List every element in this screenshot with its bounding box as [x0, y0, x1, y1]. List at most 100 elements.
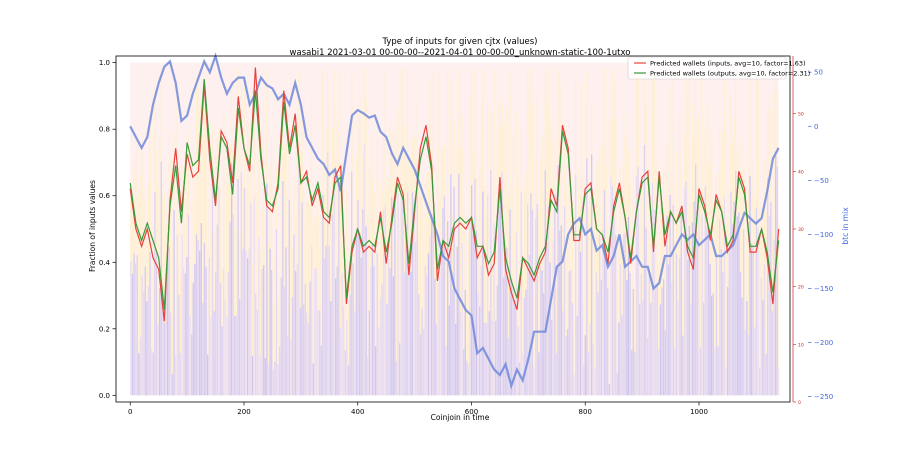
background-bar-yellow: [464, 212, 466, 291]
background-bar-blue: [544, 170, 546, 396]
y-tick-label: 0.0: [99, 392, 110, 400]
background-bar-blue: [167, 252, 169, 396]
background-bar-blue: [168, 247, 170, 396]
background-bar-blue: [458, 173, 460, 396]
background-bar-blue: [576, 315, 578, 396]
background-bar-blue: [423, 329, 425, 396]
background-bar-blue: [149, 251, 151, 396]
background-bar-yellow: [776, 93, 778, 167]
background-bar-yellow: [594, 212, 596, 369]
background-bar-yellow: [576, 231, 578, 316]
background-bar-yellow: [642, 183, 644, 300]
background-bar-yellow: [323, 193, 326, 259]
background-bar-blue: [610, 177, 612, 396]
background-bar-yellow: [487, 102, 489, 195]
background-bar-blue: [693, 201, 695, 396]
background-bar-yellow: [730, 94, 732, 192]
background-bar-blue: [381, 284, 383, 396]
background-bar-blue: [432, 216, 434, 396]
background-bar-yellow: [586, 69, 588, 159]
plot-frame: [115, 55, 791, 403]
background-bar-blue: [503, 277, 505, 396]
background-bar-blue: [488, 311, 490, 396]
background-bar-blue: [322, 194, 324, 396]
background-bar-yellow: [530, 69, 532, 194]
background-bar-yellow: [445, 216, 447, 347]
background-bar-yellow: [251, 265, 254, 356]
background-bar-yellow: [333, 69, 335, 172]
background-bar-blue: [605, 259, 607, 396]
background-bar-blue: [237, 179, 239, 396]
background-bar-blue: [679, 257, 681, 396]
background-bar-yellow: [469, 95, 471, 224]
background-bar-yellow: [669, 88, 671, 196]
background-bar-blue: [456, 246, 458, 396]
background-bar-yellow: [259, 252, 262, 357]
background-bar-yellow: [661, 220, 663, 288]
background-bar-yellow: [248, 147, 250, 249]
background-bar-yellow: [501, 105, 503, 173]
background-bar-blue: [554, 194, 556, 396]
background-bar-blue: [736, 216, 738, 396]
background-bar-blue: [607, 288, 609, 396]
background-bar-blue: [351, 171, 353, 396]
background-bar-blue: [522, 354, 524, 396]
background-bar-blue: [733, 201, 735, 396]
background-bar-yellow: [242, 184, 244, 250]
background-bar-yellow: [184, 222, 186, 274]
background-bar-yellow: [727, 153, 729, 287]
background-bar-yellow: [207, 250, 209, 355]
background-bar-blue: [405, 224, 407, 396]
chart-subtitle: wasabi1 2021-03-01 00-00-00--2021-04-01 …: [290, 48, 631, 58]
background-bar-yellow: [597, 160, 599, 293]
background-bar-blue: [608, 384, 610, 396]
background-bar-blue: [591, 154, 593, 396]
background-bar-yellow: [440, 147, 442, 258]
background-bar-blue: [362, 209, 364, 396]
background-bar-blue: [485, 323, 487, 396]
background-bar-blue: [717, 346, 719, 396]
background-bar-blue: [403, 272, 406, 396]
background-bar-blue: [263, 264, 265, 396]
background-bar-yellow: [162, 198, 164, 286]
background-bar-yellow: [387, 179, 390, 249]
background-bar-blue: [349, 294, 351, 396]
background-bar-blue: [223, 268, 225, 396]
background-bar-yellow: [146, 241, 148, 302]
background-bar-yellow: [280, 173, 282, 278]
background-bar-yellow: [443, 143, 446, 197]
background-bar-blue: [658, 349, 660, 396]
background-bar-blue: [338, 186, 340, 396]
background-bar-blue: [738, 212, 740, 396]
background-bar-blue: [661, 287, 663, 396]
background-bar-yellow: [453, 120, 455, 188]
background-bar-blue: [551, 319, 553, 396]
background-bar-yellow: [520, 129, 522, 192]
background-bar-yellow: [295, 219, 297, 272]
background-bar-blue: [762, 300, 764, 396]
background-bar-yellow: [426, 173, 428, 276]
background-bar-yellow: [528, 90, 530, 255]
background-bar-blue: [159, 288, 161, 396]
background-bar-yellow: [245, 191, 247, 252]
background-bar-yellow: [170, 158, 172, 314]
background-bar-blue: [303, 304, 305, 396]
background-bar-yellow: [437, 72, 439, 235]
background-bar-yellow: [527, 69, 529, 205]
background-bar-blue: [562, 310, 564, 396]
background-bar-yellow: [687, 97, 689, 260]
background-bar-yellow: [707, 164, 710, 229]
background-bar-yellow: [616, 279, 618, 373]
background-bar-blue: [536, 204, 538, 396]
background-bar-blue: [623, 233, 625, 396]
background-bar-yellow: [634, 288, 636, 353]
background-bar-blue: [399, 343, 401, 396]
background-bar-blue: [555, 353, 558, 396]
background-bar-blue: [443, 196, 446, 396]
x-tick-label: 1000: [690, 408, 708, 416]
background-bar-yellow: [770, 107, 772, 203]
background-bar-blue: [343, 306, 345, 396]
background-bar-yellow: [303, 188, 305, 305]
background-bar-yellow: [304, 223, 306, 284]
background-bar-blue: [181, 234, 183, 396]
